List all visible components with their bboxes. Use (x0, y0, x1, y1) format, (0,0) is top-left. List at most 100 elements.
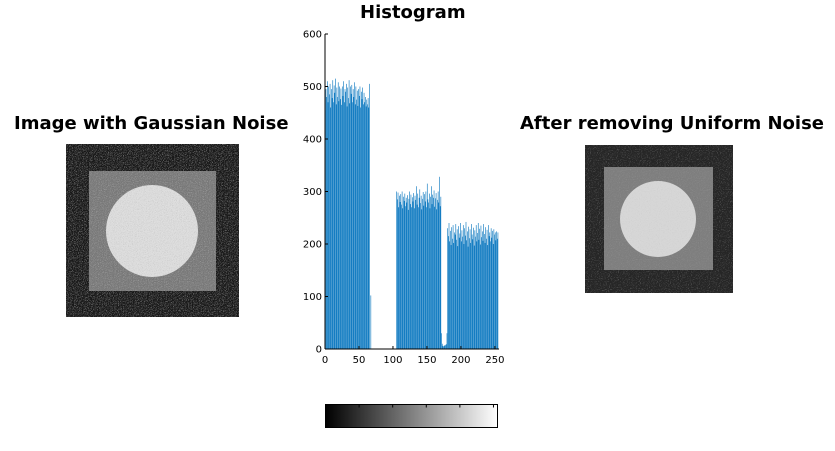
histogram-bar (461, 230, 463, 349)
histogram-bar (482, 240, 484, 349)
histogram-bar (471, 234, 473, 349)
histogram-bar (399, 202, 401, 349)
histogram-bar (403, 200, 405, 349)
histogram-bar (464, 228, 465, 349)
histogram-bar (462, 236, 463, 349)
histogram-bar (405, 197, 407, 349)
histogram-bar (336, 87, 338, 350)
histogram-bar (359, 86, 361, 349)
y-tick-label: 100 (303, 292, 322, 303)
histogram-bar (439, 176, 440, 349)
histogram-bar (330, 107, 332, 349)
histogram-bar (361, 91, 362, 349)
histogram-bar (452, 238, 453, 349)
histogram-bar (441, 333, 442, 349)
histogram-bar (397, 192, 399, 349)
histogram-bar (331, 98, 333, 349)
histogram-bar (443, 345, 445, 349)
histogram-bar (435, 193, 437, 349)
histogram-bar (446, 333, 448, 349)
histogram-title: Histogram (360, 2, 466, 23)
histogram-bar (346, 83, 347, 349)
histogram-bar (341, 104, 342, 349)
histogram-bar (489, 232, 491, 349)
histogram-bar (436, 209, 438, 349)
histogram-bar (477, 223, 479, 349)
histogram-bar (408, 198, 410, 349)
histogram-bar (488, 236, 490, 349)
histogram-bar (447, 228, 448, 349)
histogram-bar (493, 229, 495, 349)
histogram-bar (467, 246, 469, 349)
histogram-bar (422, 192, 424, 349)
histogram-bar (460, 223, 461, 349)
histogram-bar (418, 207, 419, 349)
histogram-bar (360, 107, 361, 349)
histogram-bar (416, 204, 418, 349)
histogram-bar (405, 206, 406, 349)
histogram-bar (467, 231, 468, 349)
histogram-bar (363, 92, 365, 350)
histogram-bar (409, 204, 411, 349)
histogram-bar (428, 193, 430, 349)
histogram-bar (494, 232, 496, 349)
histogram-bar (338, 101, 340, 349)
histogram-bar (426, 207, 427, 349)
histogram-bar (335, 104, 337, 349)
histogram-bar (350, 93, 352, 349)
histogram-bar (364, 102, 366, 349)
histogram-bar (347, 87, 349, 350)
histogram-bar (329, 94, 330, 349)
histogram-bar (343, 81, 344, 349)
histogram-bar (401, 191, 403, 349)
histogram-bar (431, 204, 433, 349)
histogram-bar (441, 343, 443, 349)
noisy-image (66, 144, 239, 317)
histogram-bar (423, 205, 425, 349)
histogram-bar (484, 234, 485, 349)
x-tick-label: 0 (322, 355, 328, 366)
histogram-bar (496, 238, 498, 349)
histogram-bar (445, 344, 446, 349)
histogram-bar (477, 232, 478, 349)
x-tick-label: 100 (383, 355, 402, 366)
histogram-bar (346, 106, 348, 349)
y-tick-label: 0 (316, 345, 322, 356)
histogram-bar (414, 195, 416, 349)
histogram-bar (340, 88, 342, 349)
histogram-bar (345, 91, 346, 349)
histogram-bar (348, 80, 350, 349)
histogram-bar (430, 196, 431, 349)
histogram-bar (420, 195, 422, 349)
histogram-bar (344, 89, 346, 349)
histogram-bar (402, 208, 404, 349)
y-tick-label: 400 (303, 135, 322, 146)
x-tick-label: 150 (417, 355, 436, 366)
histogram-bar (438, 202, 440, 349)
y-tick-label: 300 (303, 187, 322, 198)
histogram-bar (459, 233, 461, 349)
histogram-bar (333, 102, 334, 349)
histogram-bar (401, 204, 402, 349)
histogram-bar (403, 196, 404, 349)
histogram-bar (453, 242, 455, 349)
histogram-bar (492, 230, 493, 349)
histogram-bar (352, 102, 353, 349)
histogram-bar (433, 190, 435, 349)
histogram-bar (397, 199, 398, 349)
histogram-bar (344, 102, 345, 349)
histogram-bar (366, 99, 368, 349)
histogram-bar (471, 224, 472, 349)
histogram-bar (412, 201, 414, 349)
histogram-bar (331, 89, 332, 349)
histogram-bar (469, 229, 471, 349)
histogram-bar (481, 237, 482, 349)
histogram-bar (472, 239, 474, 349)
histogram-bar (451, 227, 453, 349)
histogram-bar (462, 225, 464, 349)
histogram-bar (440, 196, 442, 349)
histogram-bar (337, 82, 339, 350)
histogram-bar (456, 239, 457, 349)
histogram-bar (485, 227, 487, 349)
histogram-bar (404, 193, 406, 349)
